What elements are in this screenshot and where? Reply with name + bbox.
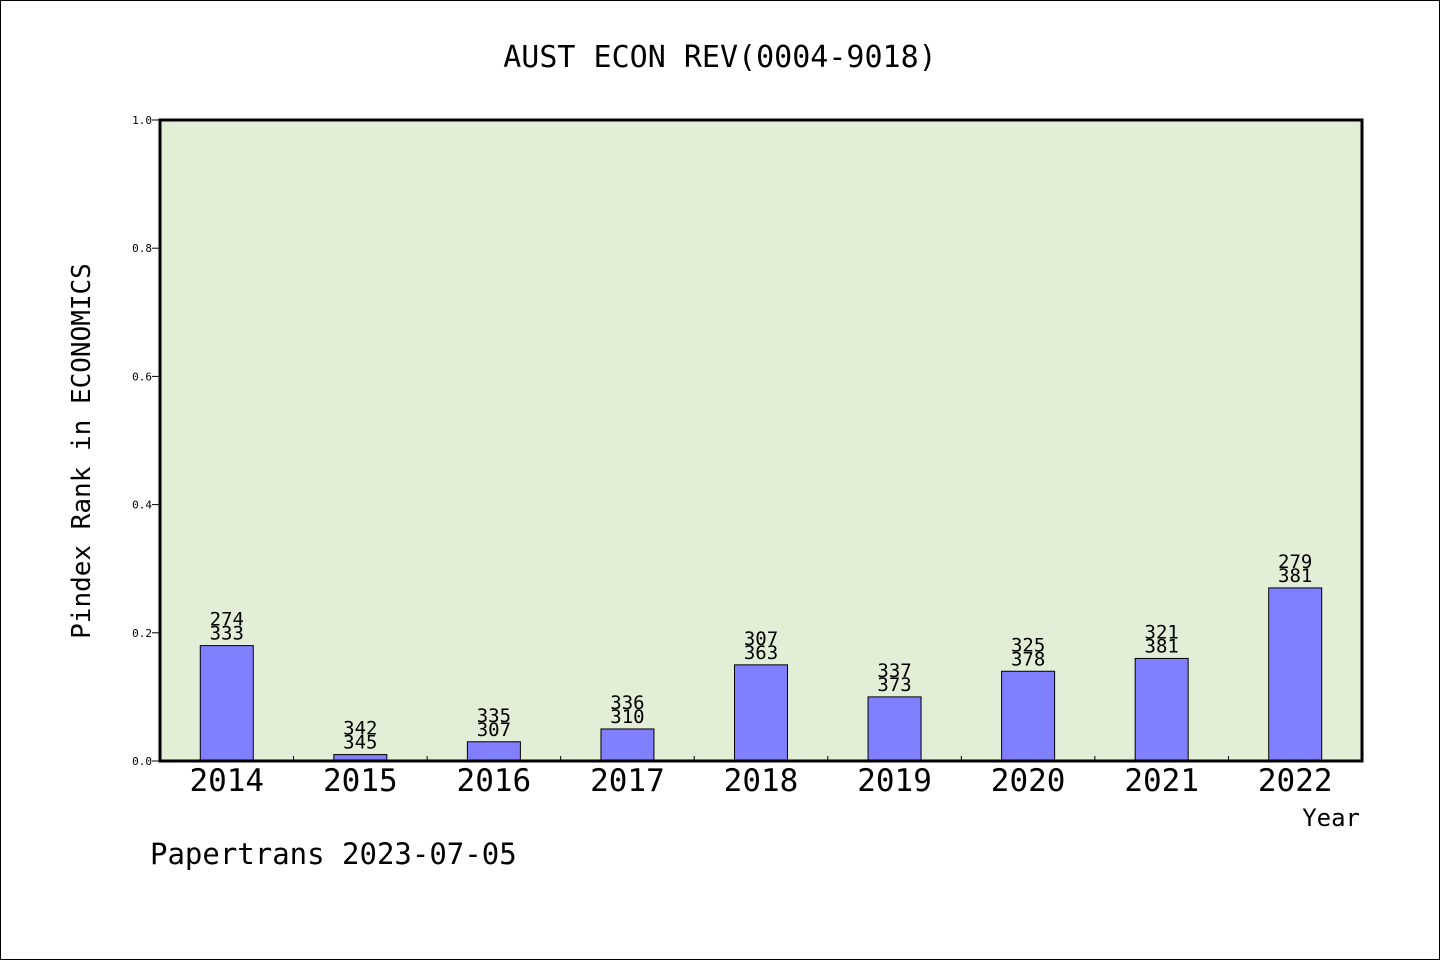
bar-label-top: 325 [1011,634,1045,656]
bar-label-top: 336 [610,692,644,714]
bar-label-top: 337 [877,660,911,682]
bar-label-bottom: 345 [343,732,377,754]
x-tick-label: 2014 [189,763,264,799]
plot-border [158,118,1364,763]
bar-2020 [1001,670,1056,762]
bar-label-top: 321 [1145,621,1179,643]
x-tick-label: 2019 [857,763,932,799]
chart-title: AUST ECON REV(0004-9018) [503,40,936,75]
bar-label-top: 274 [210,609,244,631]
y-tick-label: 0.0 [132,755,152,768]
y-tick-label: 0.2 [132,627,152,640]
bar-label-bottom: 310 [610,706,644,728]
bar-label-top: 342 [343,718,377,740]
bar-label-bottom: 307 [477,719,511,741]
x-tick-label: 2022 [1258,763,1333,799]
y-tick-label: 1.0 [132,114,152,127]
bar-label-top: 279 [1278,551,1312,573]
bar-label-bottom: 381 [1145,635,1179,657]
plot-area [160,120,1362,761]
x-tick-label: 2016 [457,763,532,799]
bar-2018 [734,664,788,762]
bar-2021 [1134,657,1189,762]
bar-label-top: 335 [477,705,511,727]
bar-2019 [867,696,922,762]
x-tick-label: 2015 [323,763,398,799]
y-axis-label: Pindex Rank in ECONOMICS [67,263,97,639]
y-tick-label: 0.4 [132,499,152,512]
y-tick-label: 0.6 [132,370,152,383]
bar-2014 [199,645,254,762]
bar-2017 [600,728,655,762]
footer-text: Papertrans 2023-07-05 [150,837,517,871]
bar-label-bottom: 333 [210,623,244,645]
bar-2016 [466,741,521,762]
bar-label-top: 307 [744,628,778,650]
bar-label-bottom: 378 [1011,648,1045,670]
x-tick-label: 2018 [724,763,799,799]
bar-label-bottom: 363 [744,642,778,664]
y-tick-label: 0.8 [132,242,152,255]
x-tick-label: 2017 [590,763,665,799]
bar-label-bottom: 381 [1278,565,1312,587]
x-axis-label: Year [1302,804,1360,832]
bar-2022 [1268,587,1323,762]
x-tick-label: 2020 [991,763,1066,799]
x-tick-label: 2021 [1124,763,1199,799]
bar-label-bottom: 373 [877,674,911,696]
